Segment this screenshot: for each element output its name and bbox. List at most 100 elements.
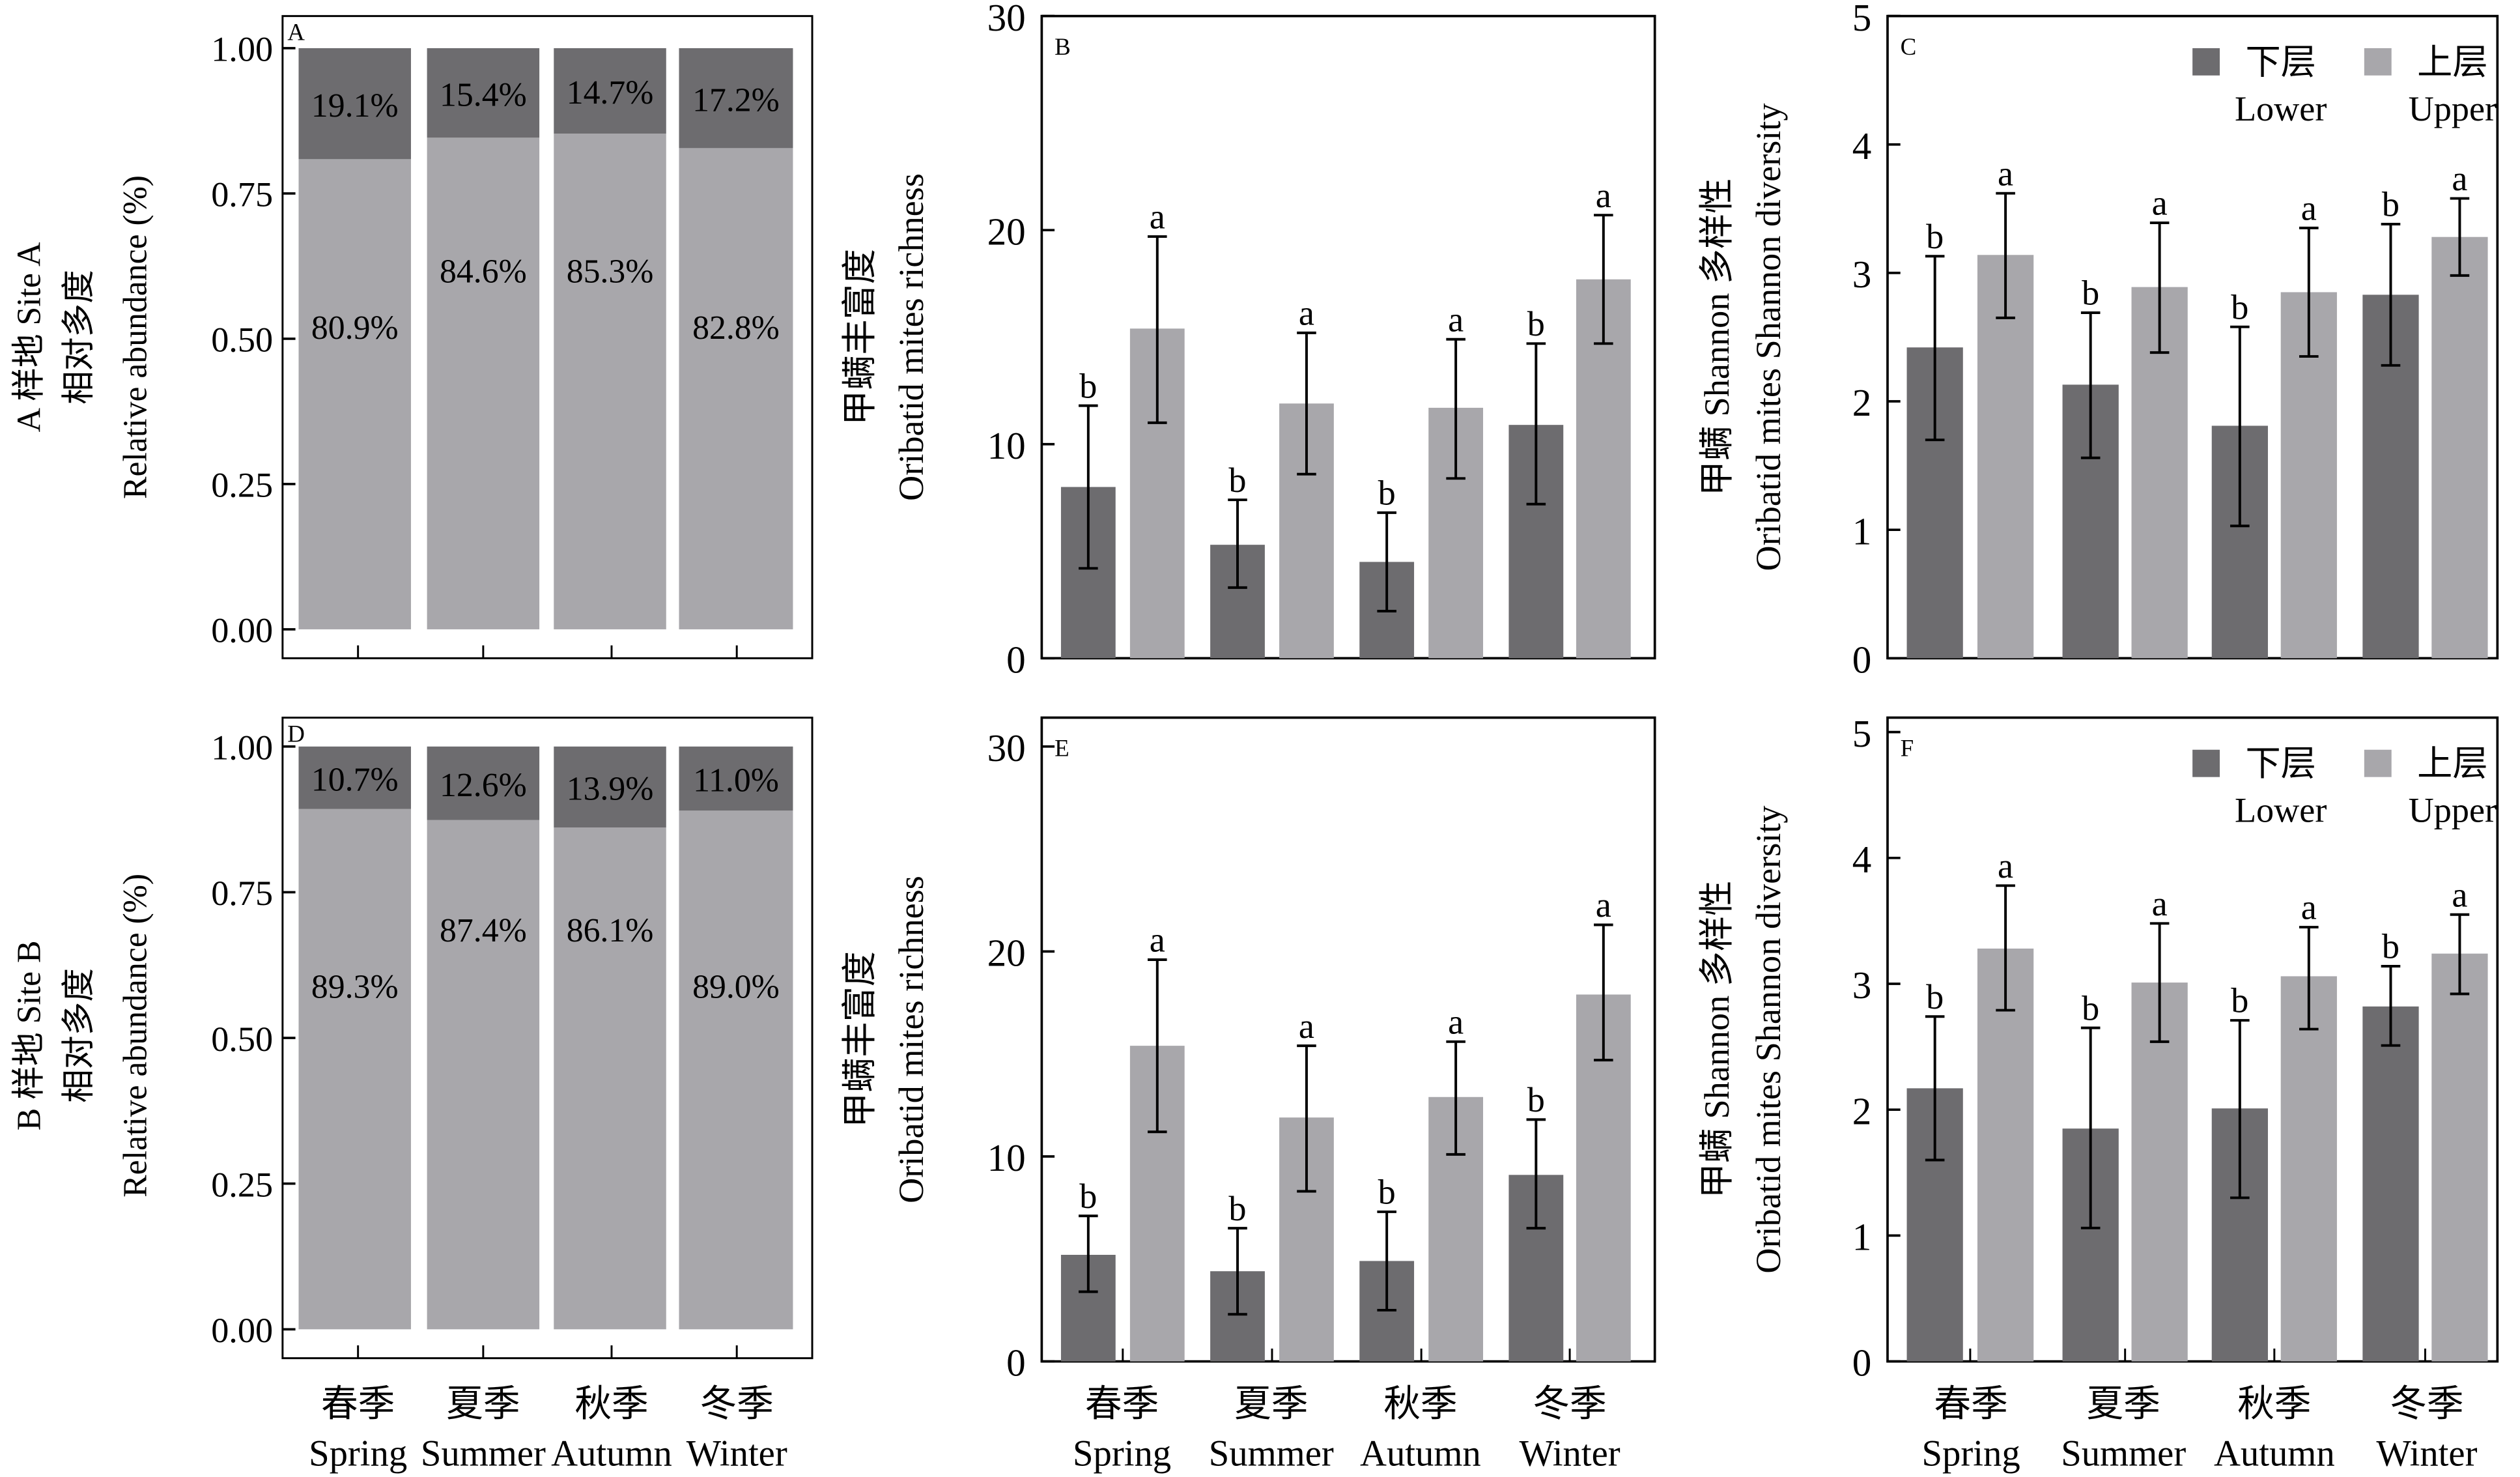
x-category-label-zh: 冬季 <box>1533 1384 1606 1424</box>
bar-segment-upper <box>554 134 666 629</box>
y-tick-label: 0 <box>1006 1341 1026 1384</box>
legend-label-en-lower: Lower <box>2235 791 2327 830</box>
bar-segment-upper <box>298 159 411 629</box>
x-category-label-en: Spring <box>309 1434 407 1474</box>
plot-frame <box>1886 14 2499 660</box>
bar-segment-lower <box>427 48 540 138</box>
significance-letter: a <box>2152 184 2168 223</box>
panel-letter: B <box>1055 33 1071 60</box>
y-axis-title-en: Oribatid mites richness <box>892 876 931 1203</box>
significance-letter: b <box>2382 185 2400 224</box>
plot-frame <box>281 15 814 659</box>
bar-segment-lower <box>679 48 793 149</box>
legend-label-en-lower: Lower <box>2235 89 2327 128</box>
significance-letter: b <box>1228 1189 1246 1228</box>
panel-d-stacked-abundance-site-b: 0.00 0.25 0.50 0.75 1.00 10.7% 89.3% 12.6% 87.4%… <box>211 716 814 1360</box>
panel-letter: D <box>287 720 305 747</box>
bar-segment-lower <box>554 746 666 828</box>
y-tick-label: 5 <box>1852 712 1872 755</box>
significance-letter: a <box>1448 300 1464 339</box>
panel-letter: E <box>1055 735 1069 762</box>
significance-letter: a <box>1299 294 1314 333</box>
significance-letter: a <box>1448 1003 1464 1042</box>
y-tick-label: 3 <box>1852 964 1872 1007</box>
legend-swatch-upper <box>2364 749 2392 777</box>
legend-label-zh-lower: 下层 <box>2245 744 2315 783</box>
y-tick-label: 10 <box>987 424 1026 467</box>
x-category-label-zh: 秋季 <box>1383 1384 1457 1424</box>
y-tick-label: 5 <box>1852 0 1872 39</box>
y-axis-title-en: Oribatid mites Shannon diversity <box>1749 805 1788 1273</box>
significance-letter: b <box>2231 981 2248 1020</box>
row-title-site-a-line1: A 样地 Site A <box>11 242 48 433</box>
y-tick-label: 1.00 <box>211 30 273 69</box>
y-tick-label: 4 <box>1852 838 1872 881</box>
panel-f-shannon-site-b: 0 1 2 3 4 5 b b b b a a a a F 甲螨 Shannon 多样性 Oribatid mi… <box>1697 712 2499 1384</box>
bar-segment-upper <box>427 820 540 1330</box>
significance-letter: b <box>2082 988 2099 1027</box>
y-tick-label: 0 <box>1852 638 1872 681</box>
segment-label-upper: 82.8% <box>692 309 780 347</box>
panel-letter: F <box>1901 735 1914 762</box>
bar-segment-lower <box>554 48 666 134</box>
x-category-label-zh: 夏季 <box>446 1384 520 1424</box>
x-category-label-zh: 春季 <box>321 1384 395 1424</box>
x-category-label-zh: 冬季 <box>700 1384 774 1424</box>
y-tick-label: 30 <box>987 726 1026 769</box>
significance-letter: b <box>1378 474 1396 513</box>
significance-letter: b <box>1926 977 1944 1016</box>
segment-label-lower: 13.9% <box>567 771 654 808</box>
x-axis-category-labels: 春季 Spring 夏季 Summer 秋季 Autumn 冬季 Winter 春季 Spring… <box>309 1384 2477 1474</box>
x-category-label-en: Autumn <box>551 1434 672 1474</box>
y-axis-title-zh: 甲螨 Shannon 多样性 <box>1697 179 1736 496</box>
bar-segment-lower <box>679 746 793 811</box>
legend-label-en-upper: Upper <box>2409 89 2497 128</box>
y-axis-title-en: Oribatid mites Shannon diversity <box>1749 103 1788 571</box>
segment-label-lower: 15.4% <box>440 76 527 113</box>
significance-letter: a <box>1150 921 1165 960</box>
segment-label-upper: 84.6% <box>440 253 527 291</box>
y-tick-label: 20 <box>987 932 1026 975</box>
x-category-label-zh: 冬季 <box>2390 1384 2463 1424</box>
y-tick-label: 2 <box>1852 1089 1872 1132</box>
bar-upper <box>2280 976 2337 1362</box>
panel-letter: C <box>1901 33 1917 60</box>
significance-letter: b <box>1378 1173 1396 1212</box>
panel-b-richness-site-a: 0 10 20 30 b b b b a a a a B 甲螨丰富度 Oribatid mites rich… <box>840 0 1656 681</box>
significance-letter: a <box>2301 189 2317 228</box>
y-axis-title-zh: 甲螨 Shannon 多样性 <box>1697 881 1736 1199</box>
bar-lower <box>2362 1006 2419 1362</box>
y-axis-title-zh: 甲螨丰富度 <box>840 951 879 1128</box>
bar-segment-upper <box>679 148 793 629</box>
significance-letter: a <box>2301 888 2317 927</box>
x-category-label-en: Summer <box>1209 1434 1334 1474</box>
legend-swatch-lower <box>2192 749 2220 777</box>
significance-letter: b <box>1527 1080 1545 1119</box>
y-tick-label: 20 <box>987 210 1026 253</box>
significance-letter: a <box>2152 884 2168 923</box>
panel-a-stacked-abundance-site-a: 0.00 0.25 0.50 0.75 1.00 19.1% 80.9% 15.4% 84.6%… <box>211 15 814 659</box>
x-category-label-zh: 秋季 <box>574 1384 648 1424</box>
segment-label-lower: 11.0% <box>693 762 779 799</box>
significance-letter: b <box>1079 366 1097 405</box>
significance-letter: a <box>2452 875 2467 914</box>
legend-label-en-upper: Upper <box>2409 791 2497 830</box>
y-tick-label: 0.50 <box>211 321 273 360</box>
x-category-label-en: Winter <box>1520 1434 1621 1474</box>
x-category-label-en: Summer <box>2061 1434 2186 1474</box>
plot-frame <box>1040 14 1656 660</box>
segment-label-upper: 89.0% <box>692 968 780 1005</box>
y-tick-label: 10 <box>987 1136 1026 1179</box>
plot-frame <box>1040 716 1656 1363</box>
segment-label-lower: 17.2% <box>692 81 780 119</box>
y-tick-label: 1 <box>1852 509 1872 552</box>
bar-upper <box>1977 948 2034 1362</box>
segment-label-upper: 80.9% <box>311 309 399 347</box>
y-tick-label: 0.75 <box>211 874 273 913</box>
bar-segment-upper <box>554 827 666 1330</box>
x-category-label-en: Autumn <box>2214 1434 2335 1474</box>
y-tick-label: 0.25 <box>211 466 273 505</box>
y-axis-title-en: Oribatid mites richness <box>892 173 931 501</box>
significance-letter: a <box>1998 846 2013 885</box>
